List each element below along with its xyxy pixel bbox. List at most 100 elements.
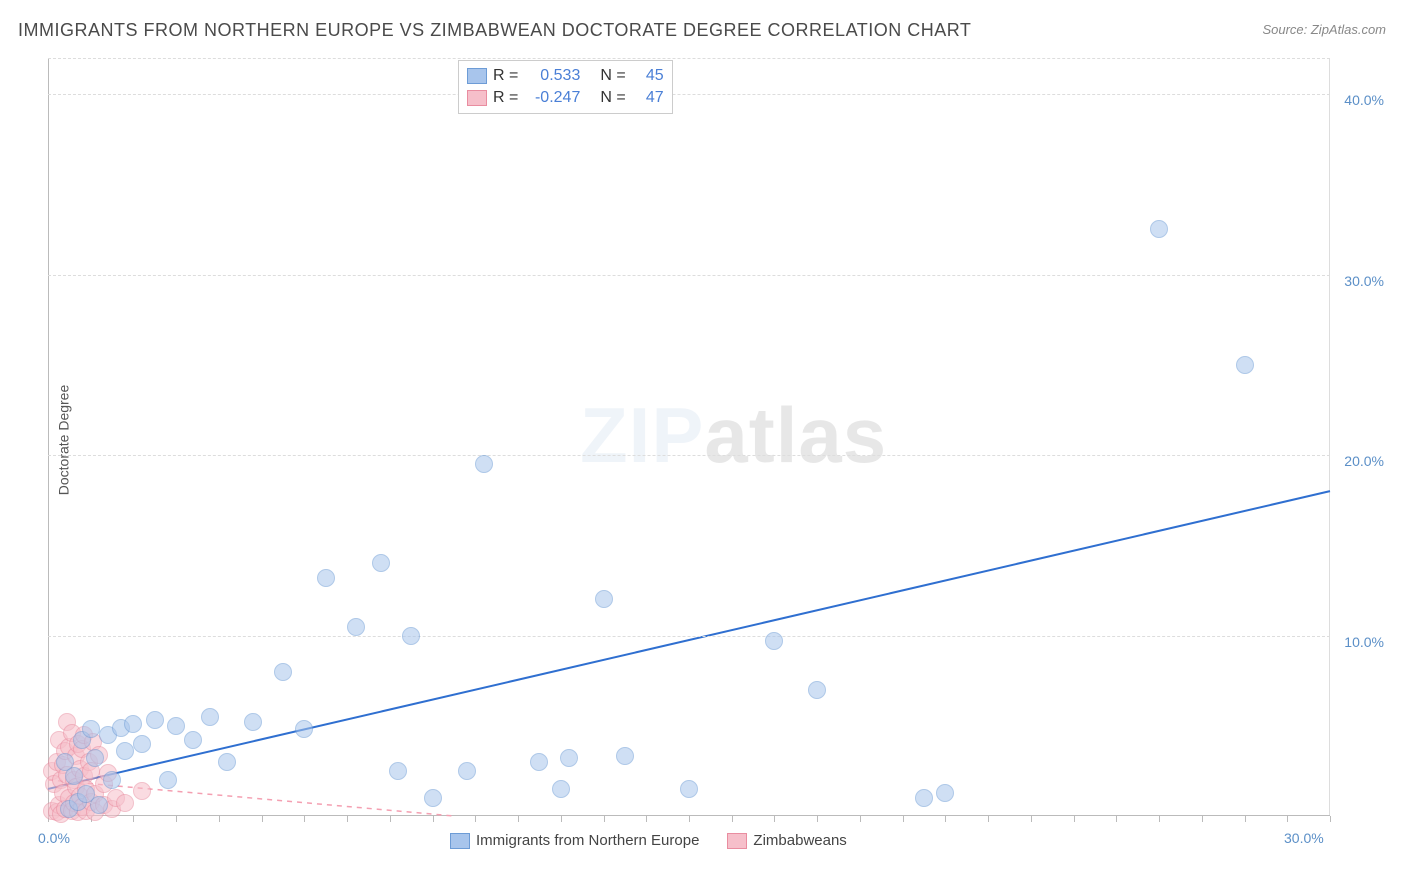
x-tick [732, 816, 733, 822]
data-point-northern_europe [424, 789, 442, 807]
data-point-northern_europe [295, 720, 313, 738]
data-point-northern_europe [244, 713, 262, 731]
data-point-northern_europe [347, 618, 365, 636]
grid-line [48, 275, 1330, 276]
data-point-northern_europe [765, 632, 783, 650]
y-tick-label: 30.0% [1344, 273, 1384, 289]
data-point-northern_europe [124, 715, 142, 733]
data-point-northern_europe [808, 681, 826, 699]
data-point-northern_europe [86, 749, 104, 767]
stat-n-value: 47 [632, 89, 664, 107]
stat-n-value: 45 [632, 67, 664, 85]
stats-row-northern_europe: R = 0.533 N = 45 [467, 65, 664, 87]
y-tick-label: 20.0% [1344, 453, 1384, 469]
x-tick-label: 30.0% [1284, 830, 1324, 846]
chart-container: IMMIGRANTS FROM NORTHERN EUROPE VS ZIMBA… [0, 0, 1406, 892]
grid-line [48, 94, 1330, 95]
x-tick [604, 816, 605, 822]
data-point-northern_europe [389, 762, 407, 780]
x-tick [646, 816, 647, 822]
trend-line-northern_europe [48, 491, 1330, 789]
x-tick [1116, 816, 1117, 822]
data-point-northern_europe [116, 742, 134, 760]
data-point-northern_europe [475, 455, 493, 473]
data-point-northern_europe [65, 767, 83, 785]
data-point-northern_europe [1236, 356, 1254, 374]
data-point-northern_europe [530, 753, 548, 771]
x-tick [518, 816, 519, 822]
y-tick-label: 10.0% [1344, 634, 1384, 650]
data-point-northern_europe [146, 711, 164, 729]
x-tick [1330, 816, 1331, 822]
legend-item-zimbabweans: Zimbabweans [727, 832, 846, 849]
data-point-northern_europe [159, 771, 177, 789]
legend-swatch-zimbabweans [727, 833, 747, 849]
data-point-northern_europe [201, 708, 219, 726]
x-tick [262, 816, 263, 822]
series-legend: Immigrants from Northern Europe Zimbabwea… [450, 832, 847, 849]
grid-line [48, 58, 1330, 59]
data-point-northern_europe [616, 747, 634, 765]
legend-label: Zimbabweans [753, 832, 846, 849]
legend-item-northern_europe: Immigrants from Northern Europe [450, 832, 699, 849]
grid-line [48, 455, 1330, 456]
data-point-northern_europe [595, 590, 613, 608]
y-tick-label: 40.0% [1344, 92, 1384, 108]
x-tick-label: 0.0% [38, 830, 70, 846]
y-axis-line-right [1329, 58, 1330, 816]
data-point-northern_europe [218, 753, 236, 771]
data-point-zimbabweans [133, 782, 151, 800]
x-tick [1074, 816, 1075, 822]
source-attribution: Source: ZipAtlas.com [1262, 22, 1386, 37]
trend-lines [48, 58, 1330, 816]
data-point-northern_europe [915, 789, 933, 807]
data-point-northern_europe [458, 762, 476, 780]
data-point-northern_europe [133, 735, 151, 753]
data-point-northern_europe [90, 796, 108, 814]
x-tick [390, 816, 391, 822]
data-point-zimbabweans [116, 794, 134, 812]
data-point-northern_europe [372, 554, 390, 572]
x-tick [1287, 816, 1288, 822]
x-tick [176, 816, 177, 822]
x-tick [433, 816, 434, 822]
chart-title: IMMIGRANTS FROM NORTHERN EUROPE VS ZIMBA… [18, 20, 971, 41]
x-tick [817, 816, 818, 822]
data-point-northern_europe [82, 720, 100, 738]
data-point-northern_europe [167, 717, 185, 735]
data-point-northern_europe [680, 780, 698, 798]
x-tick [304, 816, 305, 822]
stat-r-label: R = [493, 89, 518, 107]
swatch-northern_europe [467, 68, 487, 84]
data-point-northern_europe [184, 731, 202, 749]
x-tick [1031, 816, 1032, 822]
x-tick [219, 816, 220, 822]
stat-n-label: N = [600, 67, 625, 85]
stat-r-value: 0.533 [524, 67, 580, 85]
x-tick [1202, 816, 1203, 822]
stats-row-zimbabweans: R = -0.247N = 47 [467, 87, 664, 109]
x-tick [988, 816, 989, 822]
data-point-northern_europe [274, 663, 292, 681]
legend-label: Immigrants from Northern Europe [476, 832, 699, 849]
x-tick [774, 816, 775, 822]
legend-swatch-northern_europe [450, 833, 470, 849]
stat-n-label: N = [600, 89, 625, 107]
x-tick [347, 816, 348, 822]
x-tick [133, 816, 134, 822]
stats-legend-box: R = 0.533N = 45R = -0.247N = 47 [458, 60, 673, 114]
data-point-northern_europe [560, 749, 578, 767]
stat-r-label: R = [493, 67, 518, 85]
x-tick [1159, 816, 1160, 822]
data-point-northern_europe [317, 569, 335, 587]
x-tick [561, 816, 562, 822]
data-point-northern_europe [936, 784, 954, 802]
data-point-northern_europe [552, 780, 570, 798]
data-point-northern_europe [402, 627, 420, 645]
x-tick [689, 816, 690, 822]
x-tick [945, 816, 946, 822]
data-point-northern_europe [103, 771, 121, 789]
y-axis-line [48, 58, 49, 816]
plot-area: 10.0%20.0%30.0%40.0%0.0%30.0% [48, 58, 1330, 816]
swatch-zimbabweans [467, 90, 487, 106]
